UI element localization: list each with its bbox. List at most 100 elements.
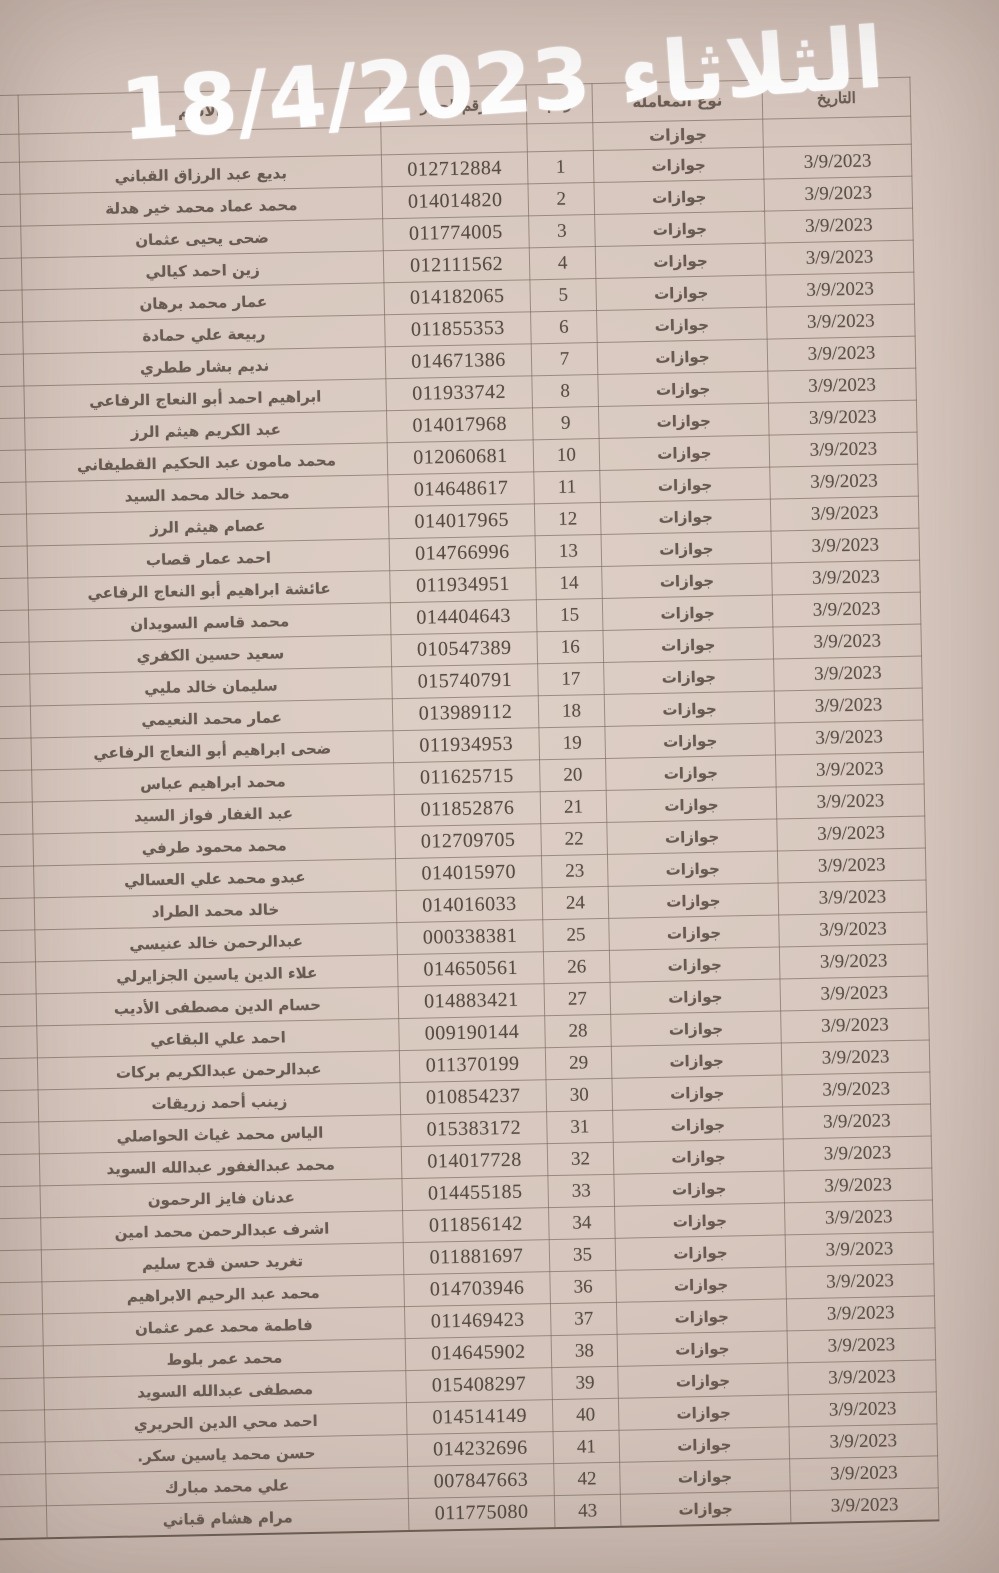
sequence-number-cell: 31	[546, 1110, 614, 1144]
sequence-number-cell: 16	[536, 630, 604, 664]
transaction-type-cell: جوازات	[602, 627, 774, 663]
sequence-number-cell: 3	[528, 214, 596, 248]
empty-cell	[0, 386, 25, 420]
passport-number-cell: 009190144	[398, 1015, 546, 1051]
empty-cell	[0, 1025, 38, 1059]
date-cell: 3/9/2023	[771, 560, 921, 596]
passport-number-cell: 011852876	[394, 791, 541, 827]
empty-cell	[0, 1345, 44, 1379]
transaction-type-cell: جوازات	[610, 1010, 782, 1047]
passport-number-cell: 014182065	[383, 279, 531, 315]
date-cell: 3/9/2023	[773, 656, 923, 692]
header-seq: رقم	[525, 83, 593, 124]
empty-cell	[0, 1281, 43, 1315]
transaction-type-cell: جوازات	[614, 1202, 786, 1239]
subheader-empty	[0, 134, 20, 164]
date-cell: 3/9/2023	[777, 848, 927, 883]
sequence-number-cell: 36	[549, 1270, 617, 1304]
empty-cell	[0, 993, 37, 1027]
passport-number-cell: 011469423	[404, 1303, 552, 1339]
empty-cell	[0, 1313, 44, 1347]
header-date: التاريخ	[761, 77, 911, 120]
sequence-number-cell: 32	[547, 1142, 614, 1176]
transaction-type-cell: جوازات	[600, 499, 771, 535]
passport-number-cell: 014017965	[388, 503, 536, 539]
empty-cell	[0, 897, 35, 931]
passport-number-cell: 015408297	[405, 1367, 553, 1403]
document-table-wrapper: التاريخ نوع المعاملة رقم رقم الجواز الاس…	[0, 77, 939, 1541]
sequence-number-cell: 7	[531, 342, 598, 376]
sequence-number-cell: 25	[542, 918, 610, 952]
empty-cell	[0, 290, 23, 324]
empty-cell	[0, 929, 36, 963]
date-cell: 3/9/2023	[764, 208, 914, 244]
sequence-number-cell: 42	[553, 1462, 621, 1496]
transaction-type-cell: جوازات	[607, 850, 779, 887]
sequence-number-cell: 6	[530, 310, 598, 344]
sequence-number-cell: 40	[552, 1398, 620, 1432]
transaction-type-cell: جوازات	[605, 755, 777, 791]
passport-number-cell: 012709705	[394, 823, 542, 859]
subheader-type: جوازات	[592, 119, 764, 151]
date-cell: 3/9/2023	[785, 1263, 935, 1299]
empty-cell	[0, 1409, 46, 1443]
empty-cell	[0, 1089, 39, 1123]
subheader-passport-empty	[380, 123, 528, 155]
sequence-number-cell: 43	[554, 1494, 621, 1529]
empty-cell	[0, 1249, 42, 1283]
passport-number-cell: 000338381	[396, 919, 544, 955]
date-cell: 3/9/2023	[781, 1039, 930, 1075]
transaction-type-cell: جوازات	[608, 882, 779, 919]
date-cell: 3/9/2023	[774, 688, 923, 724]
sequence-number-cell: 29	[545, 1046, 612, 1080]
empty-cell	[0, 1185, 41, 1219]
passport-number-cell: 011370199	[399, 1047, 546, 1083]
sequence-number-cell: 35	[549, 1238, 616, 1272]
date-cell: 3/9/2023	[790, 1487, 939, 1524]
passport-number-cell: 014766996	[389, 535, 536, 571]
date-cell: 3/9/2023	[766, 304, 916, 340]
empty-cell	[0, 258, 23, 292]
sequence-number-cell: 39	[551, 1366, 619, 1400]
date-cell: 3/9/2023	[772, 592, 921, 628]
transaction-type-cell: جوازات	[619, 1458, 791, 1495]
transaction-type-cell: جوازات	[597, 371, 769, 407]
header-passport-number: رقم الجواز	[380, 84, 527, 127]
sequence-number-cell: 24	[542, 886, 609, 920]
transaction-type-cell: جوازات	[612, 1106, 784, 1143]
empty-cell	[0, 162, 21, 196]
date-cell: 3/9/2023	[775, 752, 925, 788]
transaction-type-cell: جوازات	[604, 691, 775, 727]
date-cell: 3/9/2023	[778, 912, 928, 947]
date-cell: 3/9/2023	[769, 432, 918, 468]
passport-number-cell: 014232696	[407, 1431, 554, 1467]
date-cell: 3/9/2023	[788, 1391, 937, 1427]
date-cell: 3/9/2023	[779, 944, 928, 979]
empty-cell	[0, 577, 29, 611]
sequence-number-cell: 14	[535, 566, 603, 600]
empty-cell	[0, 1441, 46, 1475]
sequence-number-cell: 5	[529, 278, 597, 312]
empty-cell	[0, 673, 31, 707]
passport-number-cell: 015740791	[391, 663, 539, 699]
header-type: نوع المعاملة	[591, 80, 763, 123]
sequence-number-cell: 22	[540, 822, 608, 856]
date-cell: 3/9/2023	[778, 880, 927, 915]
empty-cell	[0, 322, 24, 356]
passport-number-cell: 007847663	[407, 1463, 555, 1499]
date-cell: 3/9/2023	[782, 1103, 932, 1139]
subheader-date-empty	[762, 116, 912, 148]
passport-number-cell: 011856142	[402, 1207, 550, 1243]
date-cell: 3/9/2023	[785, 1231, 934, 1267]
sequence-number-cell: 41	[553, 1430, 620, 1464]
transaction-type-cell: جوازات	[595, 275, 767, 311]
sequence-number-cell: 9	[532, 406, 600, 440]
empty-cell	[0, 1153, 40, 1187]
sequence-number-cell: 19	[538, 726, 606, 760]
sequence-number-cell: 11	[533, 470, 601, 504]
transaction-type-cell: جوازات	[604, 723, 776, 759]
transaction-type-cell: جوازات	[606, 787, 777, 823]
date-cell: 3/9/2023	[765, 272, 915, 308]
sequence-number-cell: 18	[538, 694, 605, 728]
